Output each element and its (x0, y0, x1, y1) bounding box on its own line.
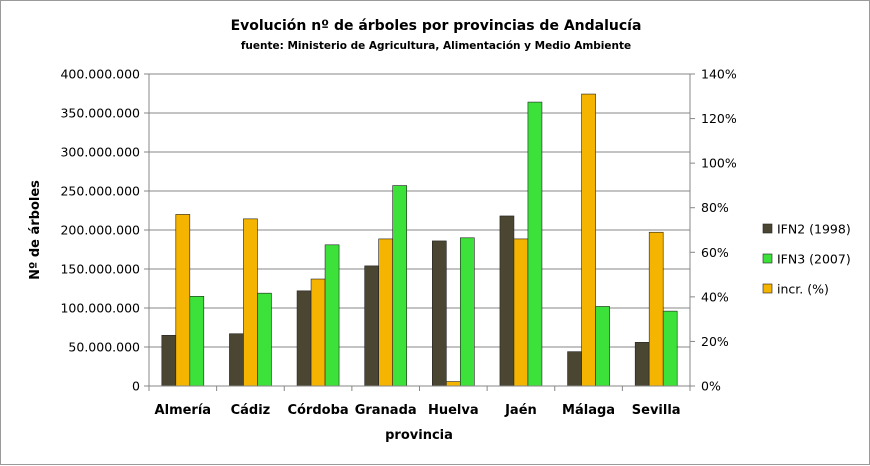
category-label: Jaén (504, 403, 537, 418)
bar-incr-1 (243, 218, 258, 387)
left-tick-label: 200.000.000 (60, 223, 140, 238)
legend-swatch (762, 283, 773, 294)
bar-ifn2-1998-2 (296, 290, 312, 387)
right-tick-label: 140% (701, 67, 737, 82)
category-label: Huelva (428, 403, 479, 418)
legend: IFN2 (1998) IFN3 (2007) incr. (%) (762, 222, 851, 297)
left-tick-label: 150.000.000 (60, 262, 140, 277)
left-tick-label: 0 (132, 379, 140, 394)
bar-ifn2-1998-6 (567, 351, 582, 387)
bar-ifn3-2007-3 (392, 185, 407, 387)
left-tick-label: 250.000.000 (60, 184, 140, 199)
left-tick-label: 50.000.000 (68, 340, 140, 355)
bar-ifn2-1998-3 (364, 265, 379, 387)
legend-label: IFN2 (1998) (777, 222, 851, 237)
bar-incr-2 (310, 278, 326, 387)
right-tick-label: 80% (701, 200, 729, 215)
right-tick-label: 100% (701, 156, 737, 171)
bar-ifn2-1998-7 (634, 342, 650, 387)
bar-ifn3-2007-5 (527, 101, 543, 387)
y-axis-title: Nº de árboles (28, 180, 43, 280)
bar-ifn2-1998-0 (161, 334, 177, 387)
legend-swatch (762, 253, 773, 264)
bar-ifn3-2007-6 (595, 306, 610, 387)
left-tick-label: 300.000.000 (60, 145, 140, 160)
bar-ifn2-1998-4 (432, 240, 447, 387)
left-tick-label: 350.000.000 (60, 106, 140, 121)
bar-incr-0 (175, 214, 191, 387)
bar-ifn2-1998-5 (499, 215, 515, 387)
left-axis-ticks: 0 50.000.000 100.000.000 150.000.000 200.000… (60, 67, 149, 394)
gridlines (149, 73, 690, 348)
chart-subtitle: fuente: Ministerio de Agricultura, Alime… (241, 40, 631, 52)
bar-incr-5 (513, 238, 529, 387)
legend-label: IFN3 (2007) (777, 252, 851, 267)
bars-group (161, 93, 678, 387)
bar-ifn3-2007-2 (324, 244, 340, 387)
category-label: Cádiz (231, 403, 271, 418)
left-tick-label: 400.000.000 (60, 67, 140, 82)
category-label: Almería (155, 403, 212, 418)
bar-ifn3-2007-7 (662, 310, 678, 387)
bar-incr-6 (581, 93, 596, 387)
right-tick-label: 0% (701, 379, 721, 394)
bar-ifn3-2007-4 (460, 237, 475, 387)
right-tick-label: 120% (701, 111, 737, 126)
bar-incr-4 (446, 381, 461, 387)
legend-label: incr. (%) (777, 282, 829, 297)
bar-incr-3 (378, 238, 393, 387)
category-label: Sevilla (632, 403, 681, 418)
category-label: Córdoba (287, 403, 348, 418)
legend-swatch (762, 223, 773, 234)
bar-ifn2-1998-1 (229, 333, 244, 387)
right-tick-label: 60% (701, 245, 729, 260)
x-axis-title: provincia (385, 428, 453, 443)
right-axis-ticks: 0% 20% 40% 60% 80% 100% 120% 140% (690, 67, 737, 394)
right-tick-label: 40% (701, 289, 729, 304)
left-tick-label: 100.000.000 (60, 301, 140, 316)
bar-ifn3-2007-0 (189, 295, 205, 387)
category-label: Málaga (562, 403, 615, 418)
bar-incr-7 (648, 231, 664, 387)
bar-ifn3-2007-1 (257, 292, 272, 387)
category-label: Granada (355, 403, 417, 418)
chart-title: Evolución nº de árboles por provincias d… (231, 18, 642, 34)
category-labels: Almería Cádiz Córdoba Granada Huelva Jaén Mála… (155, 403, 681, 418)
right-tick-label: 20% (701, 334, 729, 349)
